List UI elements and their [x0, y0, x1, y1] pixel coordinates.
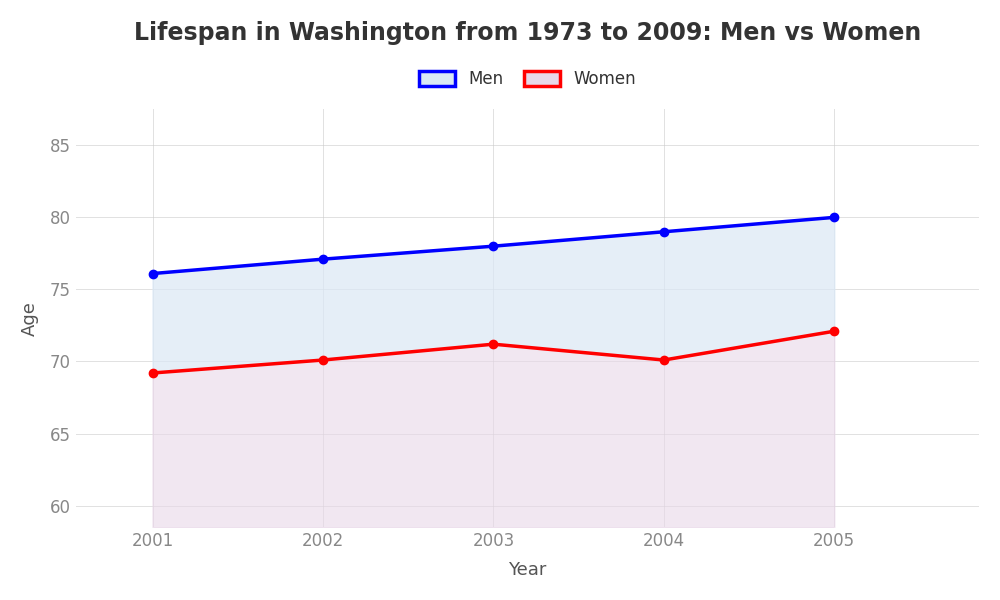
X-axis label: Year: Year — [508, 561, 547, 579]
Title: Lifespan in Washington from 1973 to 2009: Men vs Women: Lifespan in Washington from 1973 to 2009… — [134, 21, 921, 45]
Y-axis label: Age: Age — [21, 301, 39, 335]
Legend: Men, Women: Men, Women — [412, 63, 643, 95]
